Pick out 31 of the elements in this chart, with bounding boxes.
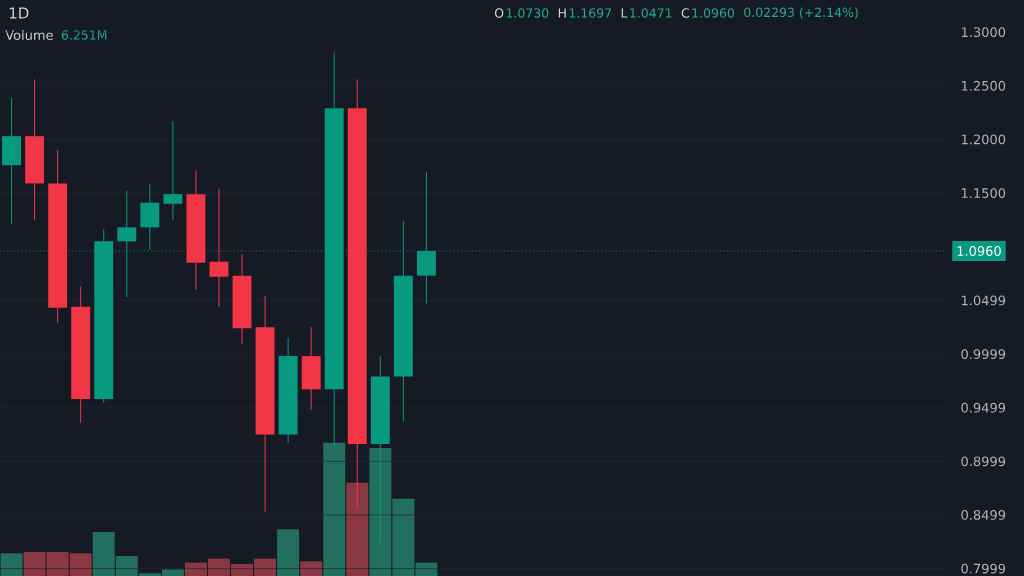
y-tick-label: 1.2000 — [961, 134, 1006, 145]
candlestick — [117, 190, 137, 298]
y-tick-label: 0.7999 — [961, 563, 1006, 574]
y-tick-label: 0.9999 — [961, 349, 1006, 359]
chart-title: 1D — [9, 7, 29, 19]
y-tick-label: 0.8499 — [961, 510, 1006, 520]
bar — [277, 529, 300, 576]
y-tick-label: 1.3000 — [961, 27, 1006, 38]
annotation: L — [621, 8, 628, 18]
candlestick — [209, 188, 229, 308]
bar — [0, 553, 23, 576]
y-tick-label: 1.0499 — [961, 295, 1006, 306]
bar — [323, 442, 346, 576]
annotation: O — [494, 8, 504, 18]
annotation: 0.02293 (+2.14%) — [744, 7, 858, 19]
bar — [346, 482, 369, 576]
annotation: 1.0960 — [692, 8, 735, 18]
annotation: 1.1697 — [569, 8, 612, 18]
annotation: 6.251M — [61, 30, 107, 40]
y-tick-label: 0.8999 — [961, 456, 1006, 467]
chart-title: Volume — [5, 29, 53, 41]
annotation: C — [681, 8, 690, 18]
annotation: H — [558, 8, 566, 18]
ref-line-label: 1.0960 — [957, 246, 1001, 256]
annotation: 1.0730 — [506, 8, 549, 18]
y-tick-label: 1.1500 — [961, 188, 1006, 198]
y-tick-label: 0.9499 — [961, 402, 1006, 413]
annotation: 1.0471 — [630, 8, 672, 18]
y-tick-label: 1.2500 — [961, 80, 1006, 91]
candlestick — [163, 120, 183, 221]
bar — [300, 561, 323, 576]
